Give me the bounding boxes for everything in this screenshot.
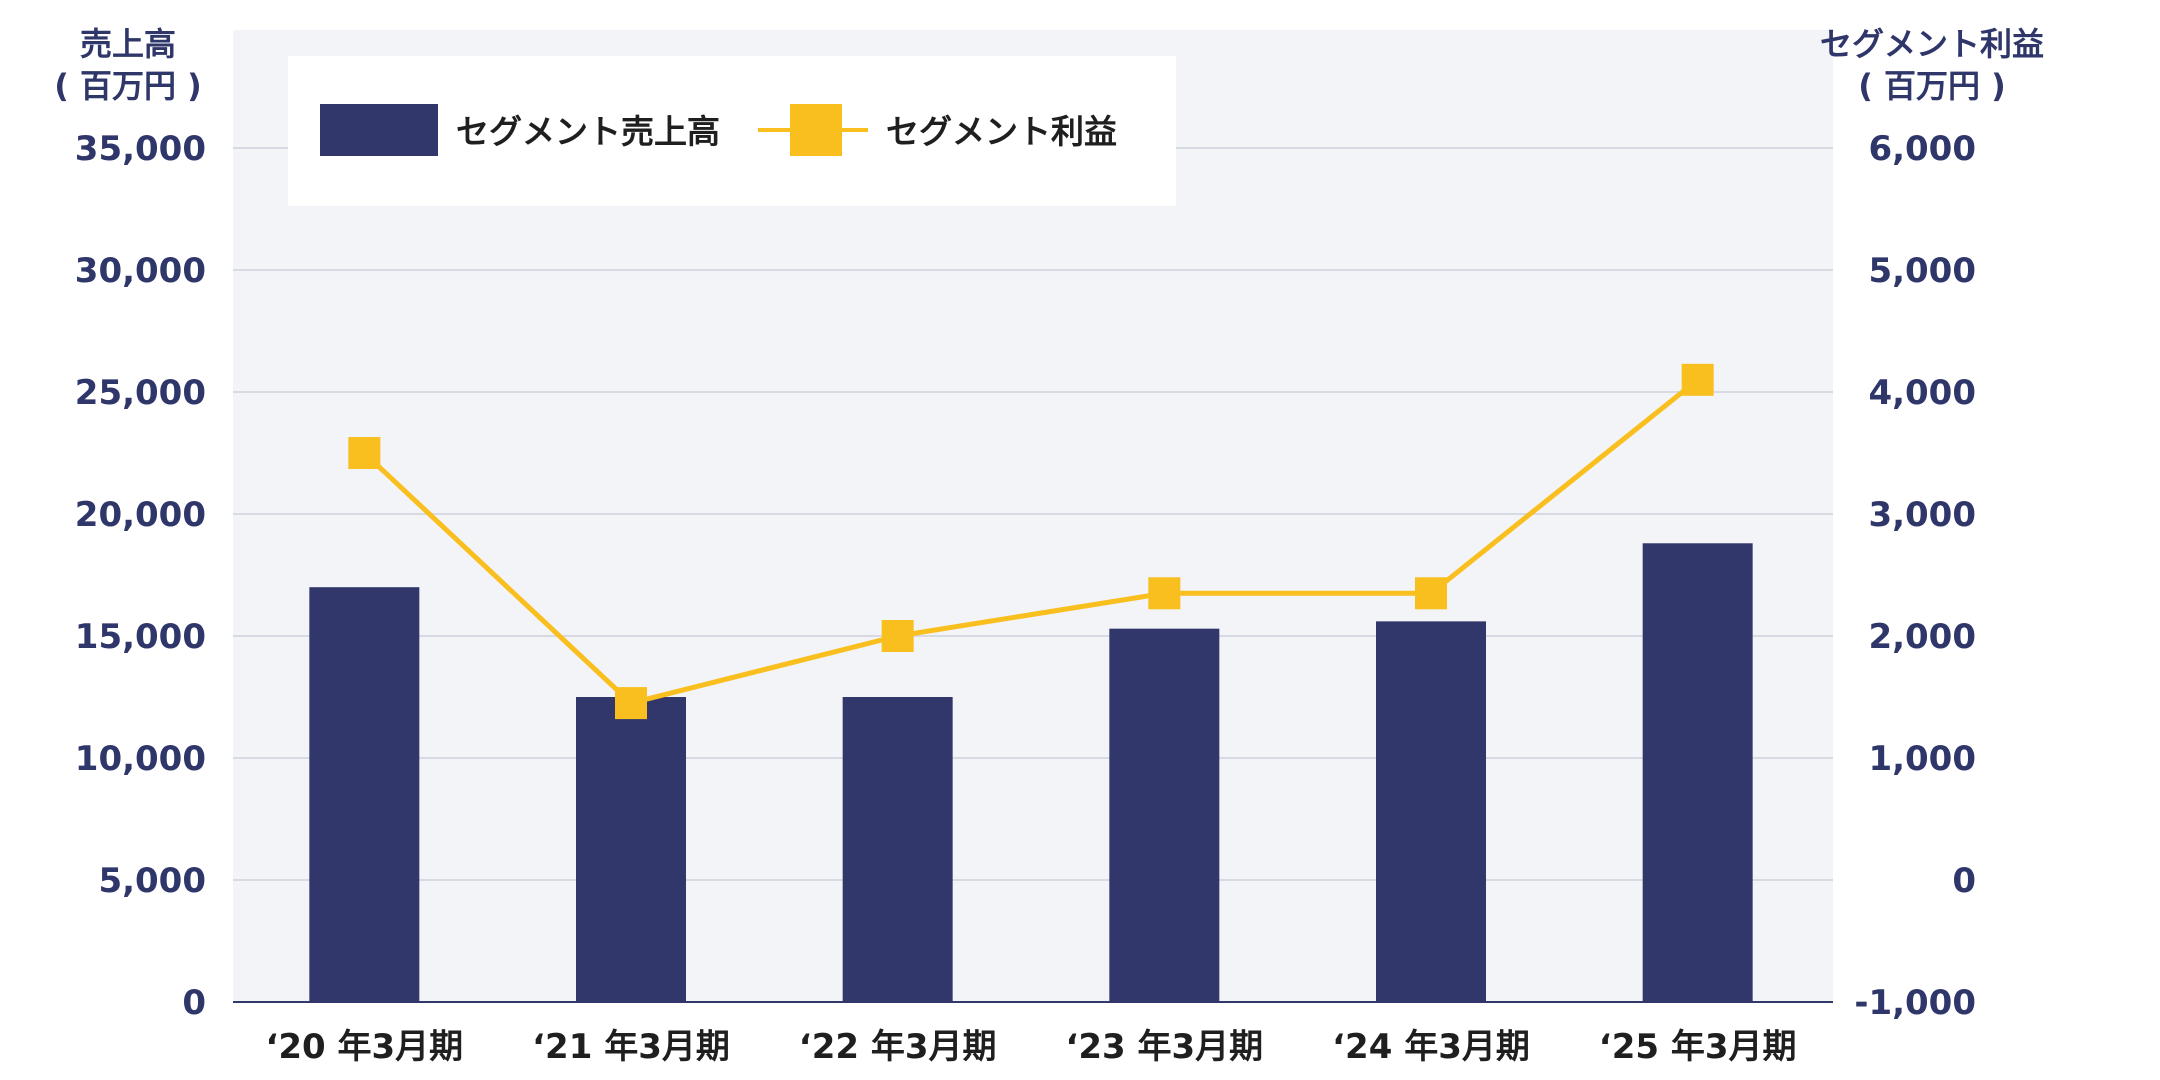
left-axis-ticks: 0 5,000 10,000 15,000 20,000 25,000 30,000 35,0… <box>75 129 206 1023</box>
right-axis-title-line2: ( 百万円 ) <box>1858 67 2006 105</box>
left-axis-title-line2: ( 百万円 ) <box>54 67 202 105</box>
line-series <box>348 363 1714 720</box>
left-tick-label: 15,000 <box>75 617 206 657</box>
x-tick-label: ‘22 年3月期 <box>799 1027 997 1067</box>
left-tick-label: 25,000 <box>75 373 206 413</box>
bar <box>309 587 420 1002</box>
x-tick-label: ‘24 年3月期 <box>1332 1027 1530 1067</box>
left-tick-label: 10,000 <box>75 739 206 779</box>
bar <box>1109 628 1220 1002</box>
gridlines <box>233 147 1833 881</box>
right-axis-ticks: -1,000 0 1,000 2,000 3,000 4,000 5,000 6,000 <box>1854 129 1976 1023</box>
left-tick-label: 35,000 <box>75 129 206 169</box>
bar-series <box>309 543 1753 1002</box>
bar <box>576 697 686 1002</box>
x-axis-ticks: ‘20 年3月期 ‘21 年3月期 ‘22 年3月期 ‘23 年3月期 ‘24 年3月期… <box>265 1027 1796 1067</box>
profit-point <box>348 437 381 469</box>
legend-swatch-sales <box>320 104 438 156</box>
bar <box>1376 621 1486 1002</box>
right-axis-title-line1: セグメント利益 <box>1820 25 2044 63</box>
x-tick-label: ‘21 年3月期 <box>532 1027 730 1067</box>
right-tick-label: 5,000 <box>1868 251 1976 291</box>
x-tick-label: ‘25 年3月期 <box>1599 1027 1797 1067</box>
left-axis-title-line1: 売上高 <box>80 25 176 63</box>
right-tick-label: 3,000 <box>1868 495 1976 535</box>
legend-marker-profit <box>790 104 842 156</box>
profit-point <box>615 687 647 720</box>
profit-point <box>881 620 914 652</box>
left-tick-label: 20,000 <box>75 495 206 535</box>
x-tick-label: ‘20 年3月期 <box>265 1027 463 1067</box>
right-tick-label: 1,000 <box>1868 739 1976 779</box>
bar <box>842 697 953 1002</box>
legend-label-profit: セグメント利益 <box>886 112 1117 151</box>
profit-point <box>1148 577 1181 610</box>
legend-label-sales: セグメント売上高 <box>456 112 720 151</box>
left-tick-label: 30,000 <box>75 251 206 291</box>
x-tick-label: ‘23 年3月期 <box>1065 1027 1263 1067</box>
right-tick-label: 6,000 <box>1868 129 1976 169</box>
right-tick-label: 2,000 <box>1868 617 1976 657</box>
bar <box>1642 543 1753 1002</box>
right-tick-label: 0 <box>1952 861 1976 901</box>
right-tick-label: 4,000 <box>1868 373 1976 413</box>
profit-point <box>1415 577 1447 610</box>
left-tick-label: 0 <box>182 983 206 1023</box>
profit-point <box>1681 363 1714 396</box>
right-tick-label: -1,000 <box>1854 983 1976 1023</box>
left-tick-label: 5,000 <box>98 861 206 901</box>
profit-line <box>362 377 1700 706</box>
legend: セグメント売上高 セグメント利益 <box>288 56 1176 206</box>
